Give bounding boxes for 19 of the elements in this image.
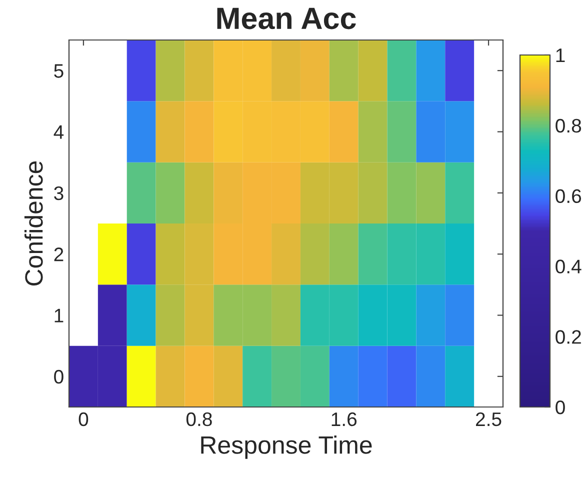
color-bar-label: 0.4	[556, 260, 582, 274]
y-tick-label: 2	[54, 248, 64, 262]
y-tick-label: 3	[54, 186, 64, 200]
x-axis-title: Response Time	[201, 436, 372, 459]
y-tick-label: 4	[54, 125, 64, 139]
color-bar-label: 0.2	[556, 330, 581, 344]
x-tick-label: 0.8	[186, 412, 212, 426]
x-tick-label: 2.5	[476, 412, 502, 426]
y-tick-label: 1	[54, 308, 64, 322]
y-tick-label: 0	[54, 370, 64, 384]
x-tick-label: 0	[78, 412, 88, 426]
color-bar-label: 0	[556, 400, 565, 414]
y-tick-label: 5	[54, 64, 64, 78]
chart-title: Mean Acc	[217, 8, 356, 30]
color-bar-label: 0.6	[556, 189, 582, 204]
color-bar-label: 0.8	[556, 118, 582, 133]
color-bar-label: 1	[556, 48, 565, 62]
x-tick-label: 1.6	[332, 412, 357, 426]
y-axis-title: Confidence	[24, 161, 43, 286]
